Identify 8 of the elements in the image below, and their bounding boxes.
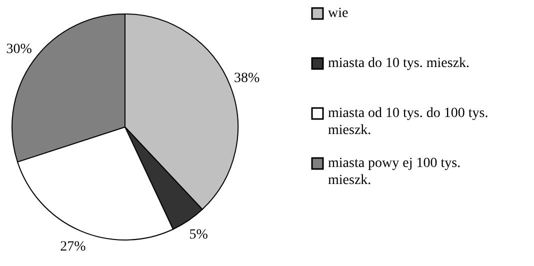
legend-label: miasta powy ej 100 tys. mieszk. [328, 156, 461, 188]
legend-label: miasta od 10 tys. do 100 tys. mieszk. [328, 106, 488, 138]
data-label: 38% [234, 70, 260, 86]
data-label: 5% [189, 228, 208, 243]
data-label: 30% [6, 42, 32, 58]
data-label: 27% [60, 239, 86, 254]
legend-label: miasta do 10 tys. mieszk. [328, 56, 470, 72]
legend-label: wie [328, 6, 348, 22]
